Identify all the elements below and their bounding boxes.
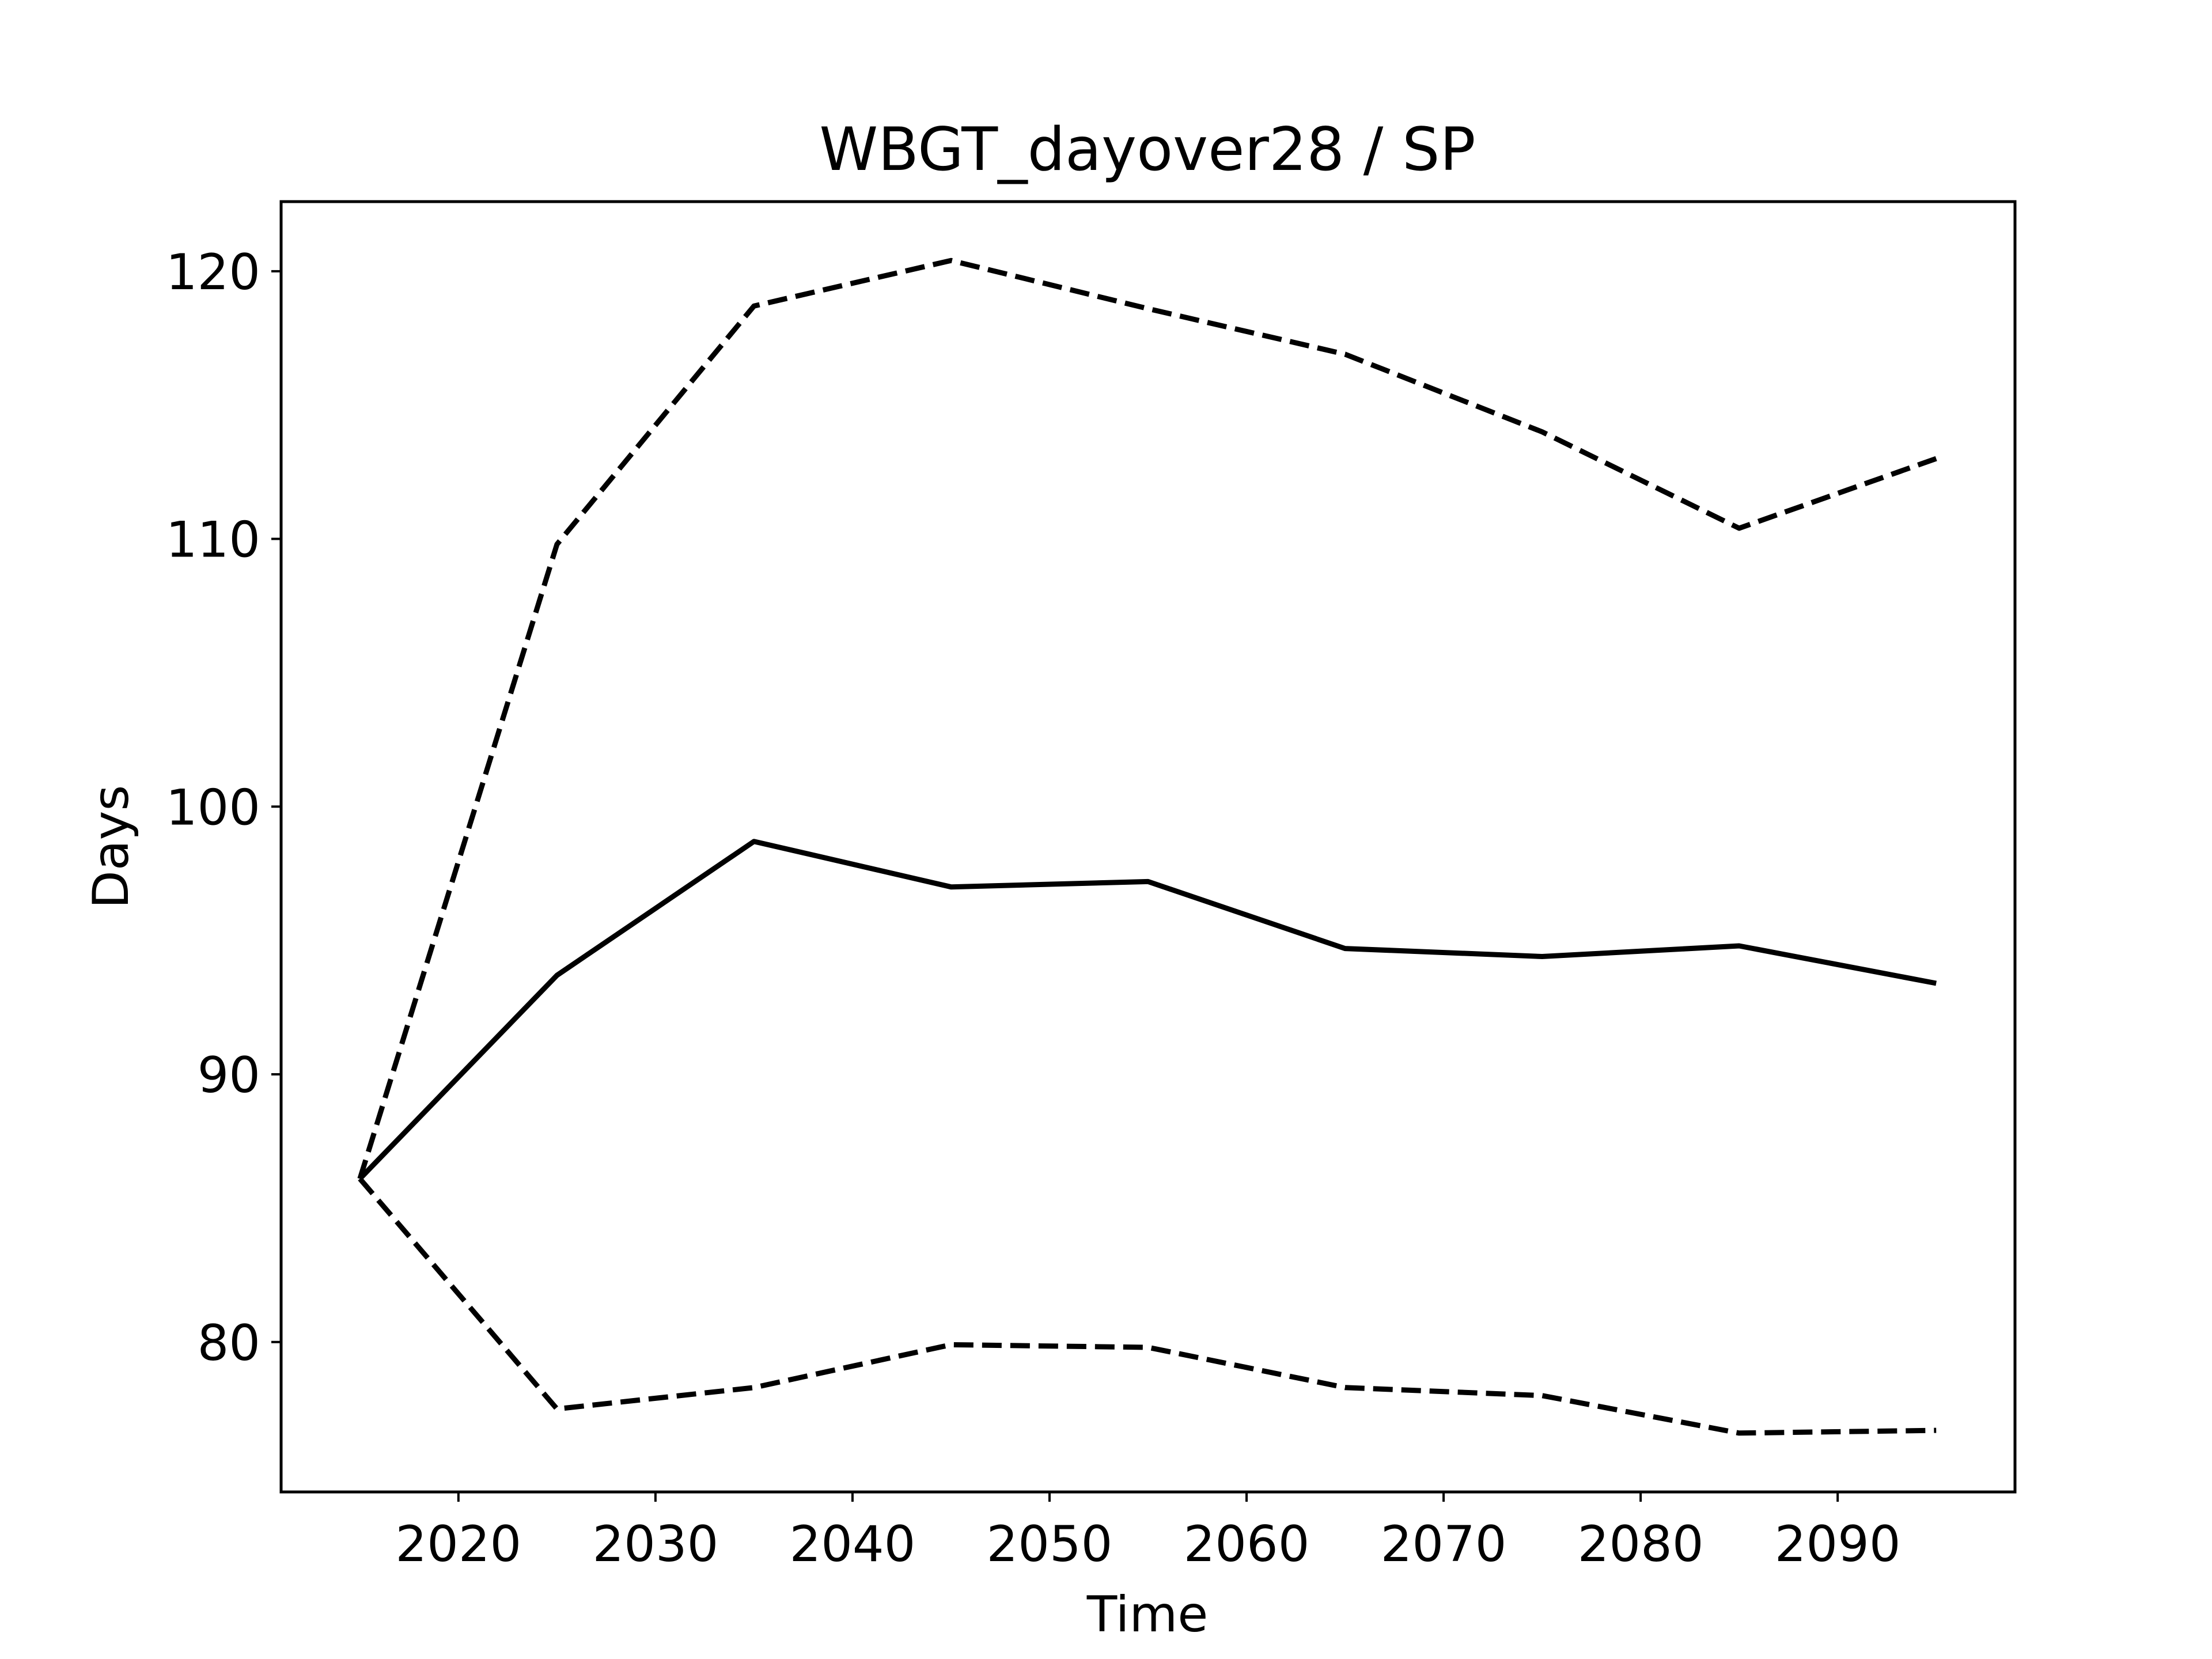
y-tick-label: 100 (166, 779, 260, 836)
y-tick-label: 120 (166, 244, 260, 301)
y-tick-label: 80 (198, 1315, 260, 1372)
x-tick-label: 2070 (1381, 1516, 1507, 1573)
plot-area-frame (279, 200, 2017, 1494)
y-axis-label: Days (82, 785, 140, 909)
x-tick-label: 2040 (789, 1516, 915, 1573)
upper-bound-line (357, 257, 1937, 1180)
x-tick-label: 2080 (1578, 1516, 1704, 1573)
chart-title: WBGT_dayover28 / SP (819, 115, 1475, 184)
x-tick-label: 2020 (395, 1516, 521, 1573)
x-tick-label: 2090 (1775, 1516, 1901, 1573)
median-line (358, 839, 1937, 1181)
x-tick-label: 2050 (987, 1516, 1113, 1573)
lower-bound-line (358, 1177, 1937, 1436)
y-tick-label: 110 (166, 512, 260, 569)
series-layer (357, 257, 1937, 1436)
ticks-layer: 2020 2030 2040 2050 2060 2070 2080 2090 80 90 100 1… (166, 244, 1901, 1573)
x-tick-label: 2030 (592, 1516, 718, 1573)
x-axis-label: Time (1086, 1586, 1208, 1643)
x-tick-label: 2060 (1184, 1516, 1310, 1573)
y-tick-label: 90 (198, 1047, 260, 1104)
